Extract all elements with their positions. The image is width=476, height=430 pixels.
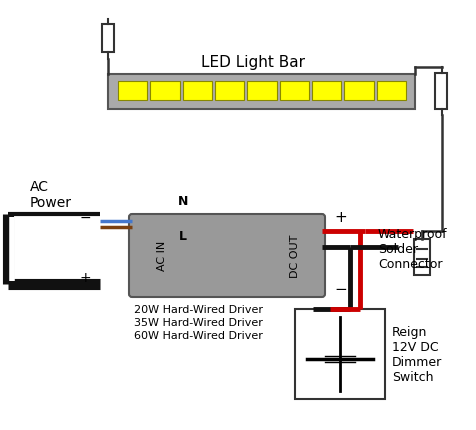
Bar: [215, 82, 244, 101]
Bar: [376, 82, 405, 101]
Bar: [102, 25, 114, 53]
Bar: [279, 82, 308, 101]
Text: N: N: [178, 194, 188, 208]
Bar: [413, 240, 429, 275]
Bar: [118, 82, 147, 101]
Text: AC IN: AC IN: [157, 240, 167, 270]
Bar: [344, 82, 373, 101]
Bar: [311, 82, 341, 101]
Bar: [324, 356, 354, 362]
Text: +: +: [79, 270, 90, 284]
Bar: [182, 82, 211, 101]
Text: 35W Hard-Wired Driver: 35W Hard-Wired Driver: [134, 317, 262, 327]
Bar: [434, 74, 446, 110]
Text: +: +: [333, 210, 346, 225]
Text: −: −: [333, 282, 346, 297]
Text: LED Light Bar: LED Light Bar: [200, 54, 304, 69]
Text: DC OUT: DC OUT: [289, 234, 299, 277]
Bar: [294, 309, 384, 399]
Text: L: L: [178, 230, 187, 243]
Text: Reign
12V DC
Dimmer
Switch: Reign 12V DC Dimmer Switch: [391, 325, 441, 383]
Text: 20W Hard-Wired Driver: 20W Hard-Wired Driver: [134, 304, 262, 314]
Text: −: −: [79, 211, 90, 224]
Text: 60W Hard-Wired Driver: 60W Hard-Wired Driver: [134, 330, 262, 340]
Text: AC
Power: AC Power: [30, 179, 72, 209]
FancyBboxPatch shape: [129, 215, 324, 297]
Text: Waterproof
Solder
Connector: Waterproof Solder Connector: [377, 228, 446, 271]
Bar: [150, 82, 179, 101]
Bar: [247, 82, 276, 101]
Bar: [108, 75, 414, 110]
